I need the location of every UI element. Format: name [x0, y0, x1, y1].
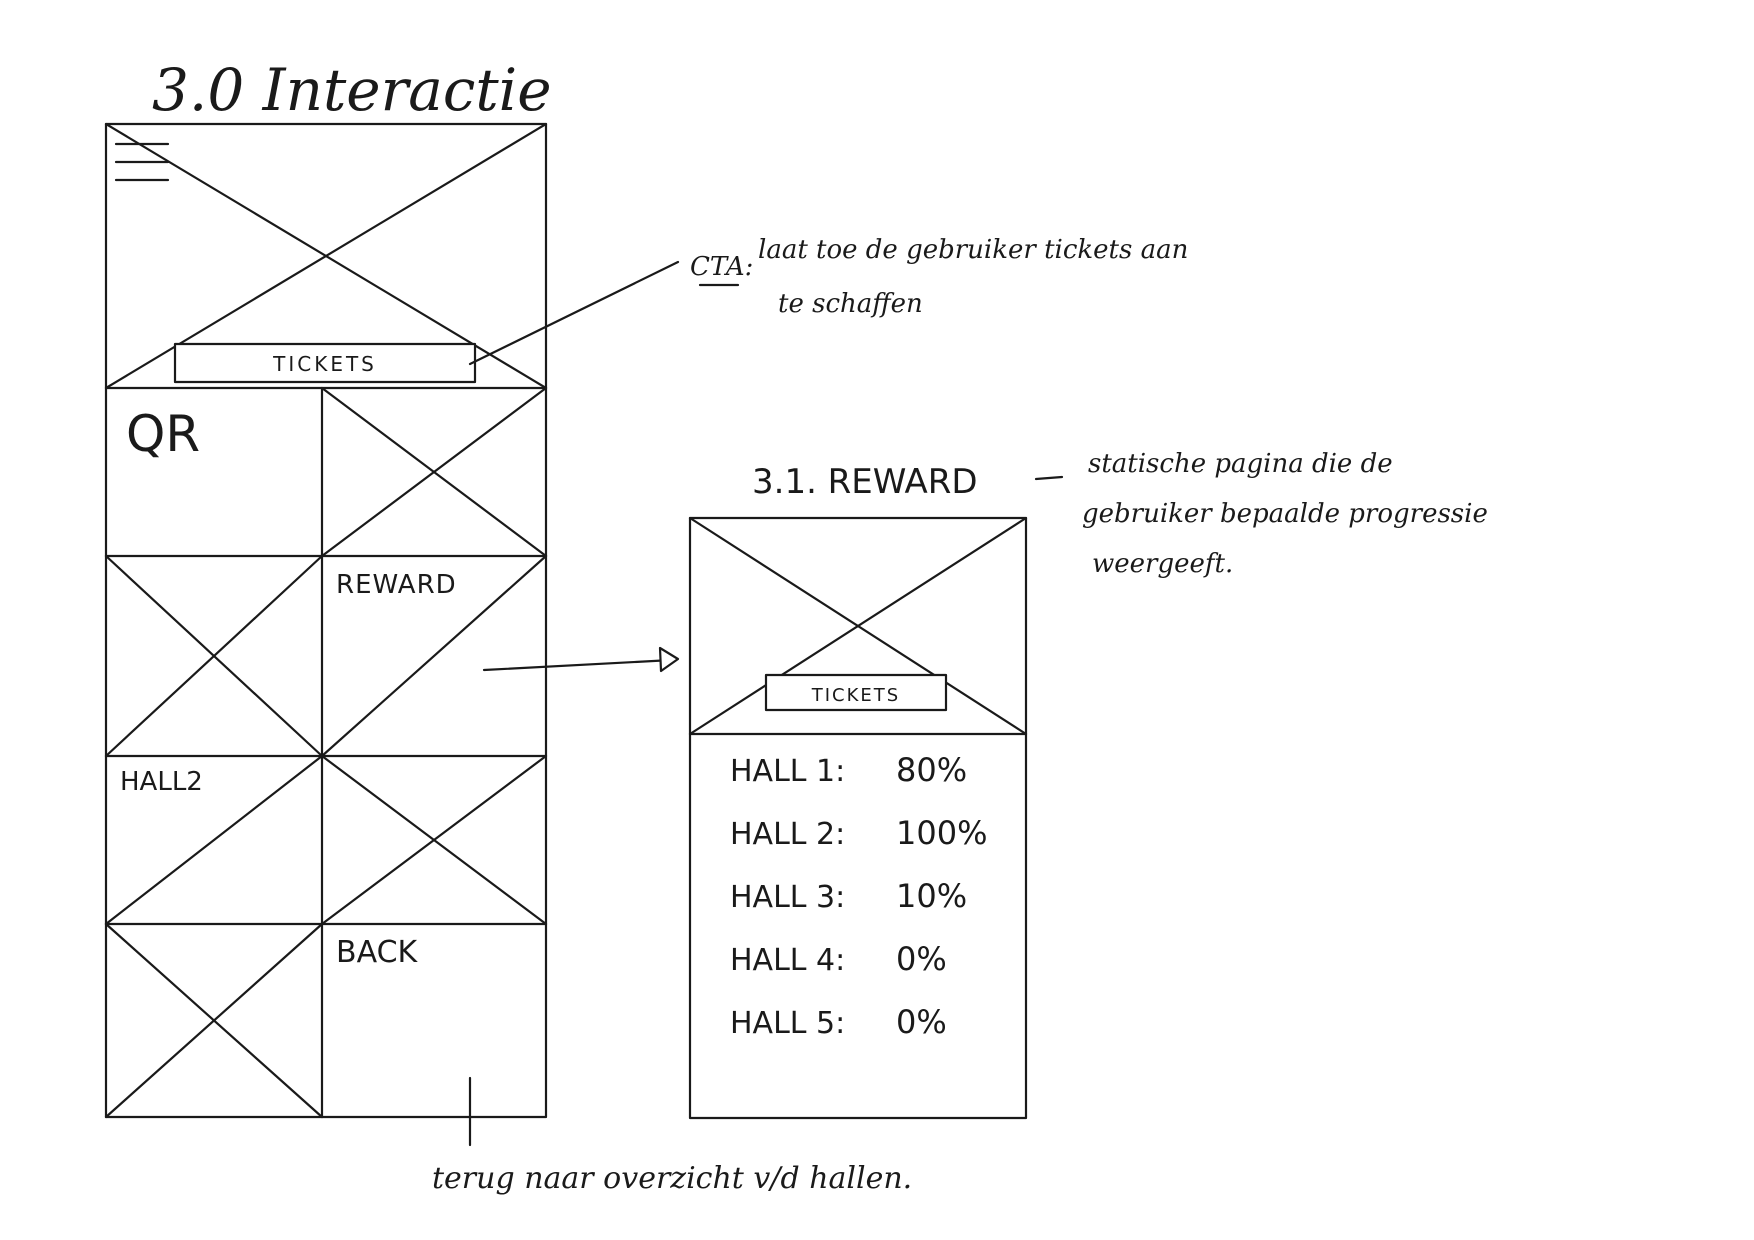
reward-note-line1: statische pagina die de [1088, 449, 1393, 479]
tile-hall2-placeholder [104, 754, 324, 926]
page-title-reward: 3.1. REWARD [752, 462, 978, 502]
hall-progress-label: HALL 4: [730, 943, 845, 978]
tickets-button-label[interactable]: TICKETS [272, 352, 377, 376]
cta-note-prefix: CTA: [690, 252, 753, 282]
reward-note-line2: gebruiker bepaalde progressie [1082, 499, 1488, 529]
cta-leader-line [468, 260, 680, 366]
tile-label-qr[interactable]: QR [126, 405, 200, 463]
tickets-button-reward-label[interactable]: TICKETS [811, 685, 900, 706]
tile-label-hall2[interactable]: HALL2 [120, 767, 203, 797]
tickets-button-reward[interactable] [764, 673, 948, 712]
reward-note-dash [1034, 475, 1064, 481]
reward-flow-arrow [482, 646, 680, 673]
hall-progress-value: 0% [896, 1003, 947, 1041]
tile-grid [104, 386, 548, 1119]
page-title-interactie: 3.0 Interactie [152, 56, 552, 124]
reward-note-line3: weergeeft. [1092, 549, 1233, 579]
cta-note-line1: laat toe de gebruiker tickets aan [758, 235, 1188, 265]
phone-frame [104, 122, 548, 1119]
hall-progress-value: 100% [896, 814, 987, 852]
tile-right-2-placeholder [320, 554, 548, 758]
hall-progress-list: HALL 1: 80% HALL 2: 100% HALL 3: 10% HALL 4: 0%… [730, 751, 987, 1041]
phone-frame-reward [688, 516, 1028, 1120]
tile-label-back[interactable]: BACK [336, 935, 419, 970]
hall-progress-label: HALL 1: [730, 754, 845, 789]
screen-interactie [104, 122, 548, 1147]
tile-left-4-placeholder [104, 922, 324, 1119]
tile-left-2-placeholder [104, 554, 324, 758]
reward-header-image-placeholder [688, 516, 1028, 736]
hall-progress-label: HALL 3: [730, 880, 845, 915]
hall-progress-label: HALL 2: [730, 817, 845, 852]
back-note: terug naar overzicht v/d hallen. [432, 1161, 912, 1196]
hall-progress-label: HALL 5: [730, 1006, 845, 1041]
cta-note-line2: te schaffen [778, 289, 923, 319]
hall-progress-value: 0% [896, 940, 947, 978]
hall-progress-value: 80% [896, 751, 967, 789]
tile-reward-top-placeholder [320, 386, 548, 558]
tile-right-3-placeholder [320, 754, 548, 926]
screen-reward [688, 516, 1028, 1120]
tile-label-reward[interactable]: REWARD [336, 570, 457, 600]
tickets-button[interactable] [173, 342, 477, 384]
hall-progress-value: 10% [896, 877, 967, 915]
hamburger-icon[interactable] [114, 142, 170, 182]
